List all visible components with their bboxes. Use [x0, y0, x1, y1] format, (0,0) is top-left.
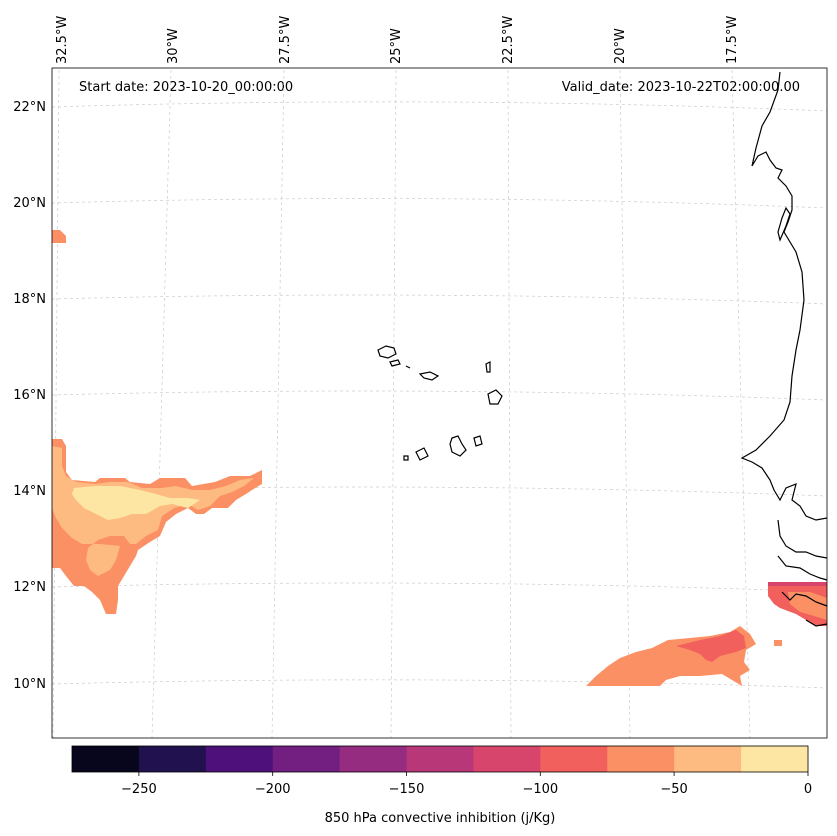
colorbar-cells: [72, 746, 809, 772]
lon-label-27-5w: 27.5°W: [278, 16, 293, 64]
colorbar-tick-label: −100: [522, 782, 558, 797]
meridian-25w: [390, 69, 397, 739]
colorbar: −250 −200 −150 −100 −50 0 850 hPa convec…: [71, 745, 812, 826]
colorbar-title: 850 hPa convective inhibition (j/Kg): [325, 811, 556, 826]
guinea-coast-2: [777, 555, 828, 581]
guinea-coast: [777, 519, 828, 559]
santo-antao-island: [377, 345, 397, 359]
colorbar-cell: [540, 746, 608, 772]
lat-label-16n: 16°N: [13, 388, 46, 403]
lon-label-20w: 20°W: [613, 28, 628, 64]
colorbar-cell: [741, 746, 809, 772]
sao-nicolau-island: [418, 371, 440, 381]
guinea-bissau-coast: [781, 591, 828, 607]
colorbar-cell: [406, 746, 474, 772]
meridian-32-5w: [52, 69, 60, 739]
colorbar-cell: [339, 746, 408, 772]
santiago-island: [449, 435, 467, 457]
colorbar-cell: [607, 746, 675, 772]
colorbar-cell: [272, 746, 341, 772]
santa-luzia-island: [405, 365, 411, 369]
valid-date-label: Valid_date: 2023-10-22T02:00:00.00: [562, 80, 800, 95]
cin-patch-east-edge: [768, 582, 827, 586]
colorbar-ticks: [138, 772, 809, 776]
coastlines: [377, 71, 828, 627]
maio-island: [473, 435, 483, 447]
lat-label-10n: 10°N: [13, 677, 46, 692]
cin-patch-east-inner: [788, 592, 827, 620]
parallel-12n: [51, 582, 828, 593]
colorbar-frame: [71, 745, 809, 773]
lat-label-20n: 20°N: [13, 196, 46, 211]
fogo-island: [415, 447, 429, 461]
meridian-22-5w: [507, 69, 512, 739]
cin-contours: [52, 230, 827, 686]
cin-patch-northwest: [52, 230, 66, 243]
meridian-27-5w: [271, 69, 285, 739]
latitude-labels: 22°N 20°N 18°N 16°N 14°N 12°N 10°N: [13, 100, 46, 692]
sal-island: [485, 361, 491, 373]
start-date-label: Start date: 2023-10-20_00:00:00: [79, 80, 293, 95]
boa-vista-island: [487, 389, 503, 405]
sao-vicente-island: [389, 359, 401, 367]
parallel-10n: [51, 679, 828, 689]
lon-label-30w: 30°W: [166, 28, 181, 64]
lat-label-14n: 14°N: [13, 484, 46, 499]
cin-patch-west-mid: [52, 446, 254, 576]
parallel-16n: [51, 390, 828, 401]
meridian-30w: [151, 69, 172, 739]
lon-label-17-5w: 17.5°W: [725, 16, 740, 64]
lat-label-12n: 12°N: [13, 580, 46, 595]
meridian-20w: [619, 69, 631, 739]
lat-label-22n: 22°N: [13, 100, 46, 115]
colorbar-tick-label: −200: [255, 782, 291, 797]
colorbar-cell: [674, 746, 742, 772]
cin-patch-southeast-core: [676, 630, 746, 662]
brava-island: [403, 455, 409, 461]
lon-label-25w: 25°W: [389, 28, 404, 64]
sierra-leone-coast: [805, 619, 828, 627]
colorbar-cell: [72, 746, 140, 772]
longitude-labels: 32.5°W 30°W 27.5°W 25°W 22.5°W 20°W 17.5…: [55, 16, 740, 64]
cin-patch-west-core: [72, 486, 200, 520]
cap-blanc: [777, 206, 791, 242]
colorbar-tick-label: −150: [389, 782, 425, 797]
lon-label-32-5w: 32.5°W: [55, 16, 70, 64]
colorbar-tick-label: −50: [660, 782, 687, 797]
parallel-22n: [51, 101, 828, 112]
parallel-18n: [51, 294, 828, 305]
cin-patch-small-east: [774, 640, 782, 646]
map-frame: [51, 67, 828, 739]
map-area: [51, 67, 828, 739]
colorbar-cell: [473, 746, 541, 772]
colorbar-tick-label: 0: [804, 782, 812, 797]
colorbar-cell: [205, 746, 274, 772]
colorbar-cell: [138, 746, 207, 772]
lon-label-22-5w: 22.5°W: [501, 16, 516, 64]
parallel-20n: [51, 198, 828, 209]
west-africa-coastline: [740, 71, 828, 521]
colorbar-tick-label: −250: [121, 782, 157, 797]
lat-label-18n: 18°N: [13, 292, 46, 307]
